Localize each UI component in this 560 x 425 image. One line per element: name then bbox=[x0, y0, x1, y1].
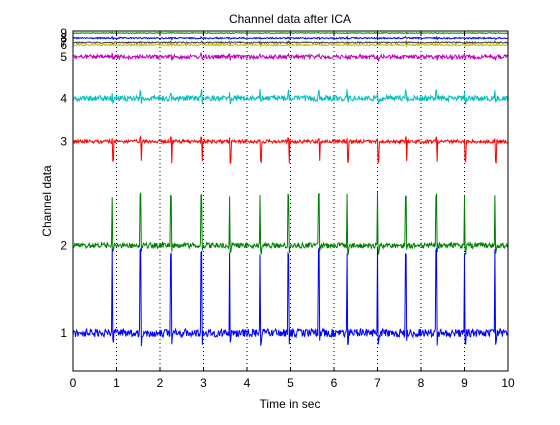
channel-label-1: 1 bbox=[60, 326, 67, 340]
trace-channel-7 bbox=[72, 39, 509, 46]
x-axis-label: Time in sec bbox=[260, 397, 321, 411]
chart-title: Channel data after ICA bbox=[229, 12, 351, 26]
trace-channel-5 bbox=[72, 51, 509, 63]
trace-channel-4 bbox=[72, 88, 509, 105]
x-tick-label-7: 7 bbox=[374, 376, 381, 390]
channel-traces bbox=[72, 31, 509, 347]
trace-channel-3 bbox=[72, 134, 509, 165]
x-grid bbox=[116, 31, 465, 371]
trace-channel-6 bbox=[72, 42, 509, 48]
x-tick-label-8: 8 bbox=[418, 376, 425, 390]
trace-channel-2 bbox=[72, 191, 509, 256]
channel-label-3: 3 bbox=[60, 135, 67, 149]
y-axis-label: Channel data bbox=[40, 165, 54, 237]
channel-label-7: 7 bbox=[60, 36, 67, 50]
channel-label-8: 8 bbox=[60, 31, 67, 45]
x-tick-label-5: 5 bbox=[287, 376, 294, 390]
x-tick-label-1: 1 bbox=[113, 376, 120, 390]
x-tick-label-0: 0 bbox=[70, 376, 77, 390]
x-tick-label-6: 6 bbox=[331, 376, 338, 390]
channel-label-4: 4 bbox=[60, 91, 67, 105]
x-tick-label-3: 3 bbox=[200, 376, 207, 390]
channel-label-9: 9 bbox=[60, 26, 67, 40]
x-tick-label-9: 9 bbox=[461, 376, 468, 390]
trace-channel-8 bbox=[73, 35, 509, 41]
x-tick-label-2: 2 bbox=[157, 376, 164, 390]
channel-label-2: 2 bbox=[60, 239, 67, 253]
x-ticks: 0 1 2 3 4 5 6 7 8 9 10 bbox=[70, 31, 515, 390]
x-tick-label-4: 4 bbox=[244, 376, 251, 390]
x-tick-label-10: 10 bbox=[501, 376, 515, 390]
channel-label-6: 6 bbox=[60, 38, 67, 52]
channel-label-5: 5 bbox=[60, 50, 67, 64]
trace-channel-1 bbox=[72, 247, 509, 347]
